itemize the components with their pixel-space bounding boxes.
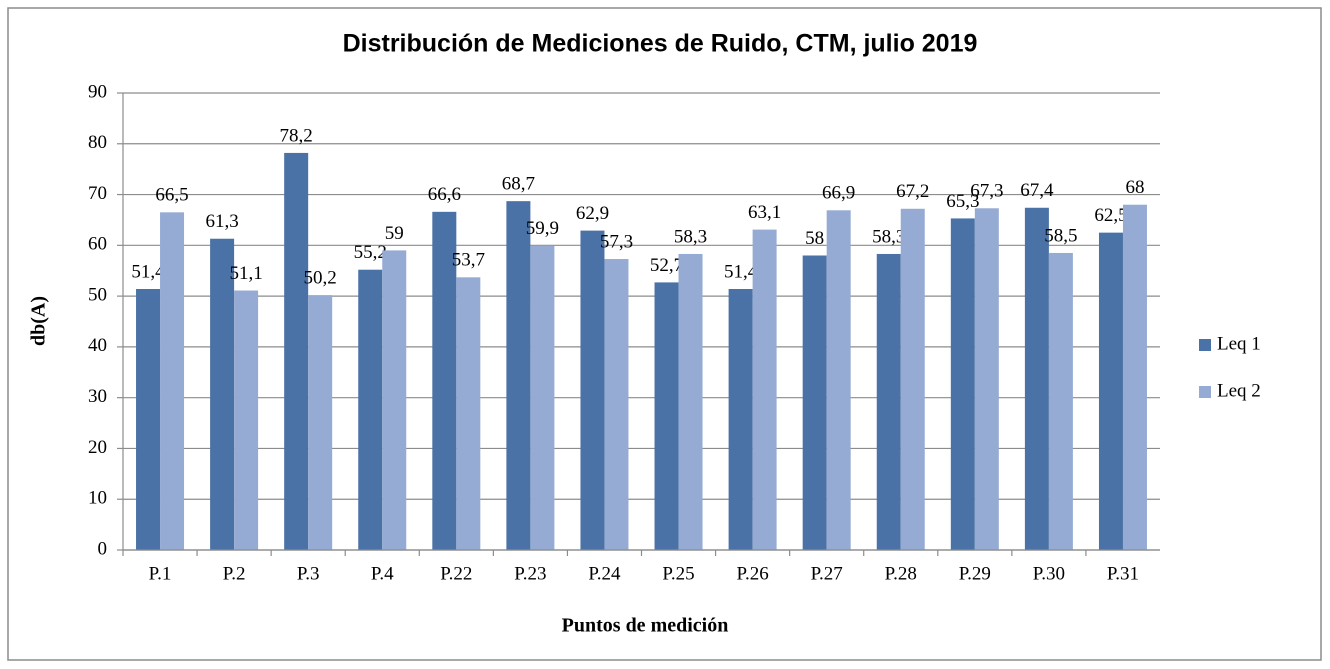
y-tick-label: 90 xyxy=(88,81,107,102)
x-tick-label: P.30 xyxy=(1033,563,1065,584)
y-tick-label: 50 xyxy=(88,284,107,305)
value-label: 59,9 xyxy=(526,218,559,239)
bar xyxy=(284,152,309,550)
legend-label: Leq 2 xyxy=(1217,380,1261,401)
y-tick-label: 80 xyxy=(88,132,107,153)
y-axis-title: db(A) xyxy=(28,296,50,346)
value-label: 67,4 xyxy=(1020,180,1054,201)
bar xyxy=(580,230,605,550)
value-label: 51,4 xyxy=(724,261,758,282)
value-label: 53,7 xyxy=(452,250,485,271)
x-tick-label: P.2 xyxy=(223,563,246,584)
x-tick-label: P.22 xyxy=(440,563,472,584)
bar xyxy=(382,250,407,550)
legend-label: Leq 1 xyxy=(1217,333,1261,354)
value-label: 58,3 xyxy=(674,226,707,247)
value-label: 68 xyxy=(1125,177,1144,198)
bar xyxy=(802,255,827,550)
bar xyxy=(160,212,185,551)
bar xyxy=(136,289,161,550)
value-label: 51,4 xyxy=(131,261,165,282)
bar xyxy=(728,289,753,550)
x-tick-label: P.1 xyxy=(149,563,172,584)
value-label: 63,1 xyxy=(748,202,781,223)
x-tick-label: P.24 xyxy=(588,563,621,584)
value-label: 62,9 xyxy=(576,203,609,224)
value-label: 66,6 xyxy=(428,184,461,205)
value-label: 66,9 xyxy=(822,183,855,204)
value-label: 52,7 xyxy=(650,255,683,276)
y-tick-label: 0 xyxy=(98,538,108,559)
value-label: 78,2 xyxy=(280,125,313,146)
y-tick-label: 70 xyxy=(88,183,107,204)
value-label: 68,7 xyxy=(502,174,535,195)
x-tick-label: P.29 xyxy=(959,563,991,584)
bar xyxy=(974,208,999,550)
bar xyxy=(604,259,629,550)
chart-title: Distribución de Mediciones de Ruido, CTM… xyxy=(343,30,978,58)
value-label: 61,3 xyxy=(205,211,238,232)
y-tick-label: 10 xyxy=(88,488,107,509)
bar xyxy=(876,253,901,550)
legend-marker xyxy=(1199,339,1211,351)
y-tick-label: 40 xyxy=(88,335,107,356)
x-axis-title: Puntos de medición xyxy=(562,615,729,637)
y-tick-label: 20 xyxy=(88,437,107,458)
bar xyxy=(432,211,457,550)
value-label: 58,5 xyxy=(1044,225,1077,246)
x-tick-label: P.27 xyxy=(811,563,843,584)
y-tick-label: 30 xyxy=(88,386,107,407)
x-tick-label: P.3 xyxy=(297,563,320,584)
value-label: 51,1 xyxy=(229,263,262,284)
x-tick-label: P.23 xyxy=(514,563,546,584)
bar xyxy=(900,208,925,551)
bar xyxy=(1098,232,1123,550)
bar xyxy=(950,218,975,550)
value-label: 67,2 xyxy=(896,181,929,202)
bar xyxy=(1024,207,1049,550)
value-label: 65,3 xyxy=(946,191,979,212)
x-tick-label: P.4 xyxy=(371,563,394,584)
value-label: 67,3 xyxy=(970,181,1003,202)
x-tick-label: P.26 xyxy=(736,563,768,584)
bar xyxy=(1048,252,1073,550)
bar xyxy=(752,229,777,550)
bar xyxy=(308,295,333,550)
bar xyxy=(210,238,235,550)
x-tick-label: P.25 xyxy=(662,563,694,584)
bar xyxy=(506,201,531,550)
value-label: 55,2 xyxy=(354,242,387,263)
bar xyxy=(358,269,383,550)
bar xyxy=(234,290,259,550)
legend-marker xyxy=(1199,386,1211,398)
value-label: 58 xyxy=(805,228,824,249)
x-tick-label: P.28 xyxy=(885,563,917,584)
bar xyxy=(1122,204,1147,550)
value-label: 59 xyxy=(385,223,404,244)
value-label: 58,3 xyxy=(872,226,905,247)
bar xyxy=(678,253,703,550)
value-label: 57,3 xyxy=(600,231,633,252)
bar xyxy=(826,210,851,550)
x-tick-label: P.31 xyxy=(1107,563,1139,584)
y-tick-label: 60 xyxy=(88,234,107,255)
bar xyxy=(530,245,555,550)
bar xyxy=(456,277,481,550)
value-label: 50,2 xyxy=(304,267,337,288)
value-label: 66,5 xyxy=(155,185,188,206)
value-label: 62,5 xyxy=(1094,205,1127,226)
bar xyxy=(654,282,679,550)
